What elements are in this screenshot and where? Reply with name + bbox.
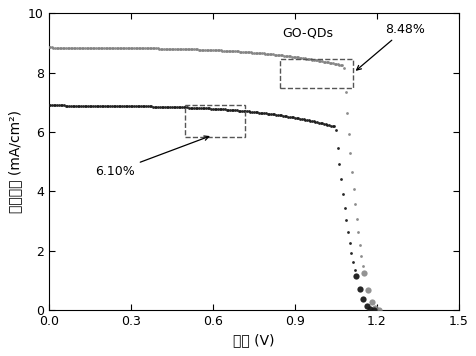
Text: GO-QDs: GO-QDs	[282, 26, 333, 39]
Text: 6.10%: 6.10%	[95, 136, 208, 178]
X-axis label: 电压 (V): 电压 (V)	[232, 334, 274, 348]
Text: 8.48%: 8.48%	[356, 23, 424, 70]
Bar	[185, 105, 245, 137]
Y-axis label: 电流密度 (mA/cm²): 电流密度 (mA/cm²)	[8, 110, 22, 213]
Bar	[279, 59, 353, 88]
